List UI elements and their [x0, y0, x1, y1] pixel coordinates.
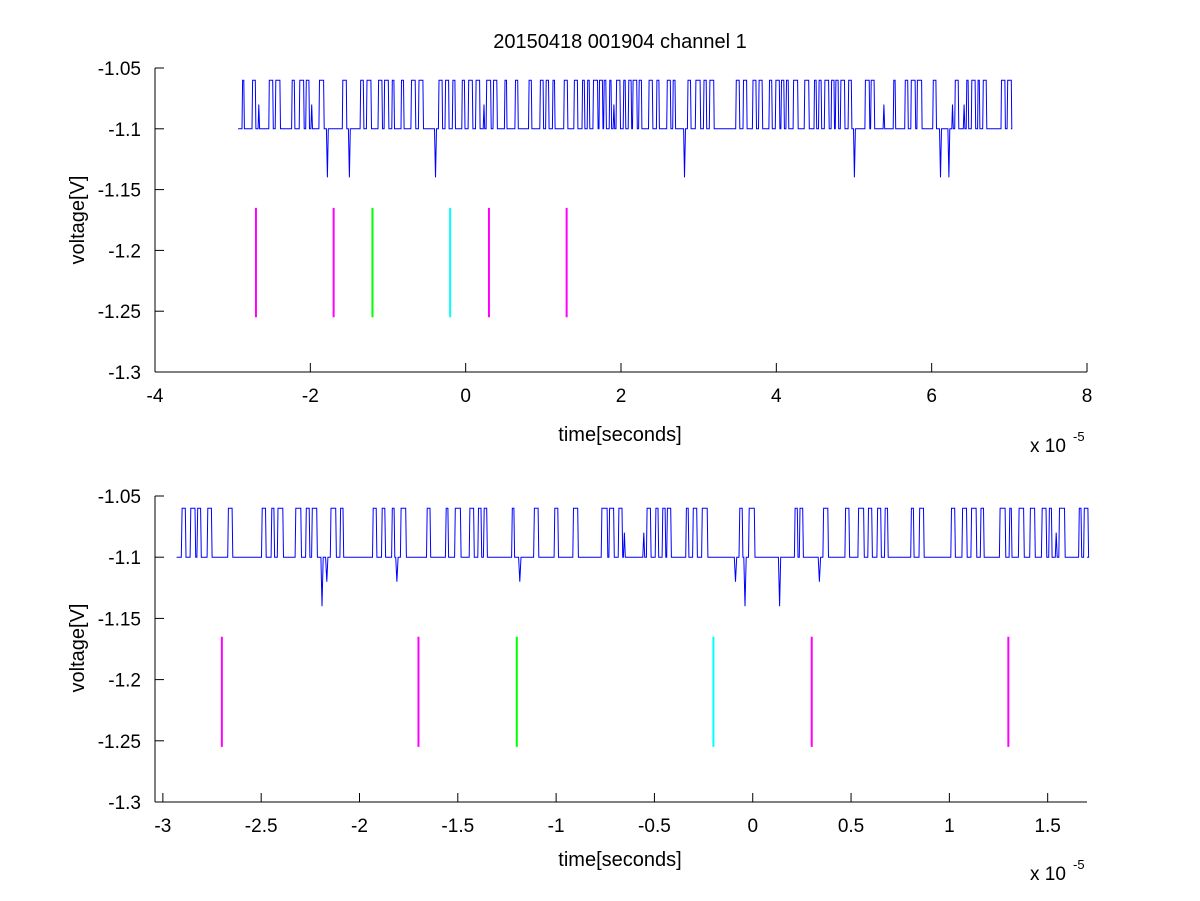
plot-area-top	[238, 79, 1013, 178]
x-tick-label: 6	[926, 386, 937, 407]
voltage-series-line	[176, 507, 1090, 607]
x-exponent-label: x 10	[1030, 436, 1066, 457]
x-tick-label: 1.5	[1034, 816, 1060, 837]
x-axis-label: time[seconds]	[558, 424, 681, 446]
voltage-series-line	[238, 79, 1013, 178]
x-tick-label: -2	[302, 386, 319, 407]
event-markers-bottom	[220, 636, 1010, 747]
x-tick-label: 4	[771, 386, 782, 407]
y-tick-label: -1.15	[98, 181, 141, 202]
subplot-top: -4 -2 0 2 4 6 8 -1.3 -1.25 -1.2 -1.15 -1.1 -1.05 tim…	[67, 59, 1092, 457]
x-tick-label: 0	[460, 386, 471, 407]
x-tick-label: 0.5	[838, 816, 864, 837]
x-exponent-power: -5	[1073, 857, 1085, 872]
y-tick-label: -1.3	[108, 793, 141, 814]
x-tick-label: 2	[616, 386, 627, 407]
event-markers-top	[254, 207, 568, 318]
y-tick-label: -1.25	[98, 732, 141, 753]
x-tick-label: 8	[1082, 386, 1093, 407]
x-tick-label: -3	[154, 816, 171, 837]
y-axis-label: voltage[V]	[67, 176, 89, 265]
y-tick-label: -1.3	[108, 363, 141, 384]
x-axis-label: time[seconds]	[558, 849, 681, 871]
x-tick-label: -0.5	[638, 816, 671, 837]
subplot-bottom: -3 -2.5 -2 -1.5 -1 -0.5 0 0.5 1 1.5 -1.3 -1.25 -1.2 -…	[67, 487, 1090, 885]
plot-area-bottom	[176, 507, 1090, 607]
x-exponent-label: x 10	[1030, 864, 1066, 885]
y-tick-label: -1.2	[108, 241, 141, 262]
y-axis-label: voltage[V]	[67, 604, 89, 693]
y-tick-label: -1.05	[98, 487, 141, 508]
x-tick-label: -2.5	[245, 816, 278, 837]
axes-bottom: -3 -2.5 -2 -1.5 -1 -0.5 0 0.5 1 1.5 -1.3 -1.25 -1.2 -…	[98, 487, 1087, 837]
y-tick-label: -1.25	[98, 302, 141, 323]
y-tick-label: -1.2	[108, 671, 141, 692]
y-tick-label: -1.1	[108, 548, 141, 569]
figure-title: 20150418 001904 channel 1	[493, 31, 747, 53]
y-tick-label: -1.15	[98, 609, 141, 630]
y-tick-label: -1.1	[108, 120, 141, 141]
x-tick-label: -1.5	[441, 816, 474, 837]
x-tick-label: -1	[548, 816, 565, 837]
y-tick-label: -1.05	[98, 59, 141, 80]
x-tick-label: 1	[944, 816, 955, 837]
axes-top: -4 -2 0 2 4 6 8 -1.3 -1.25 -1.2 -1.15 -1.1 -1.05	[98, 59, 1093, 407]
x-tick-label: 0	[747, 816, 758, 837]
x-exponent-power: -5	[1073, 429, 1085, 444]
x-tick-label: -2	[351, 816, 368, 837]
x-tick-label: -4	[147, 386, 164, 407]
